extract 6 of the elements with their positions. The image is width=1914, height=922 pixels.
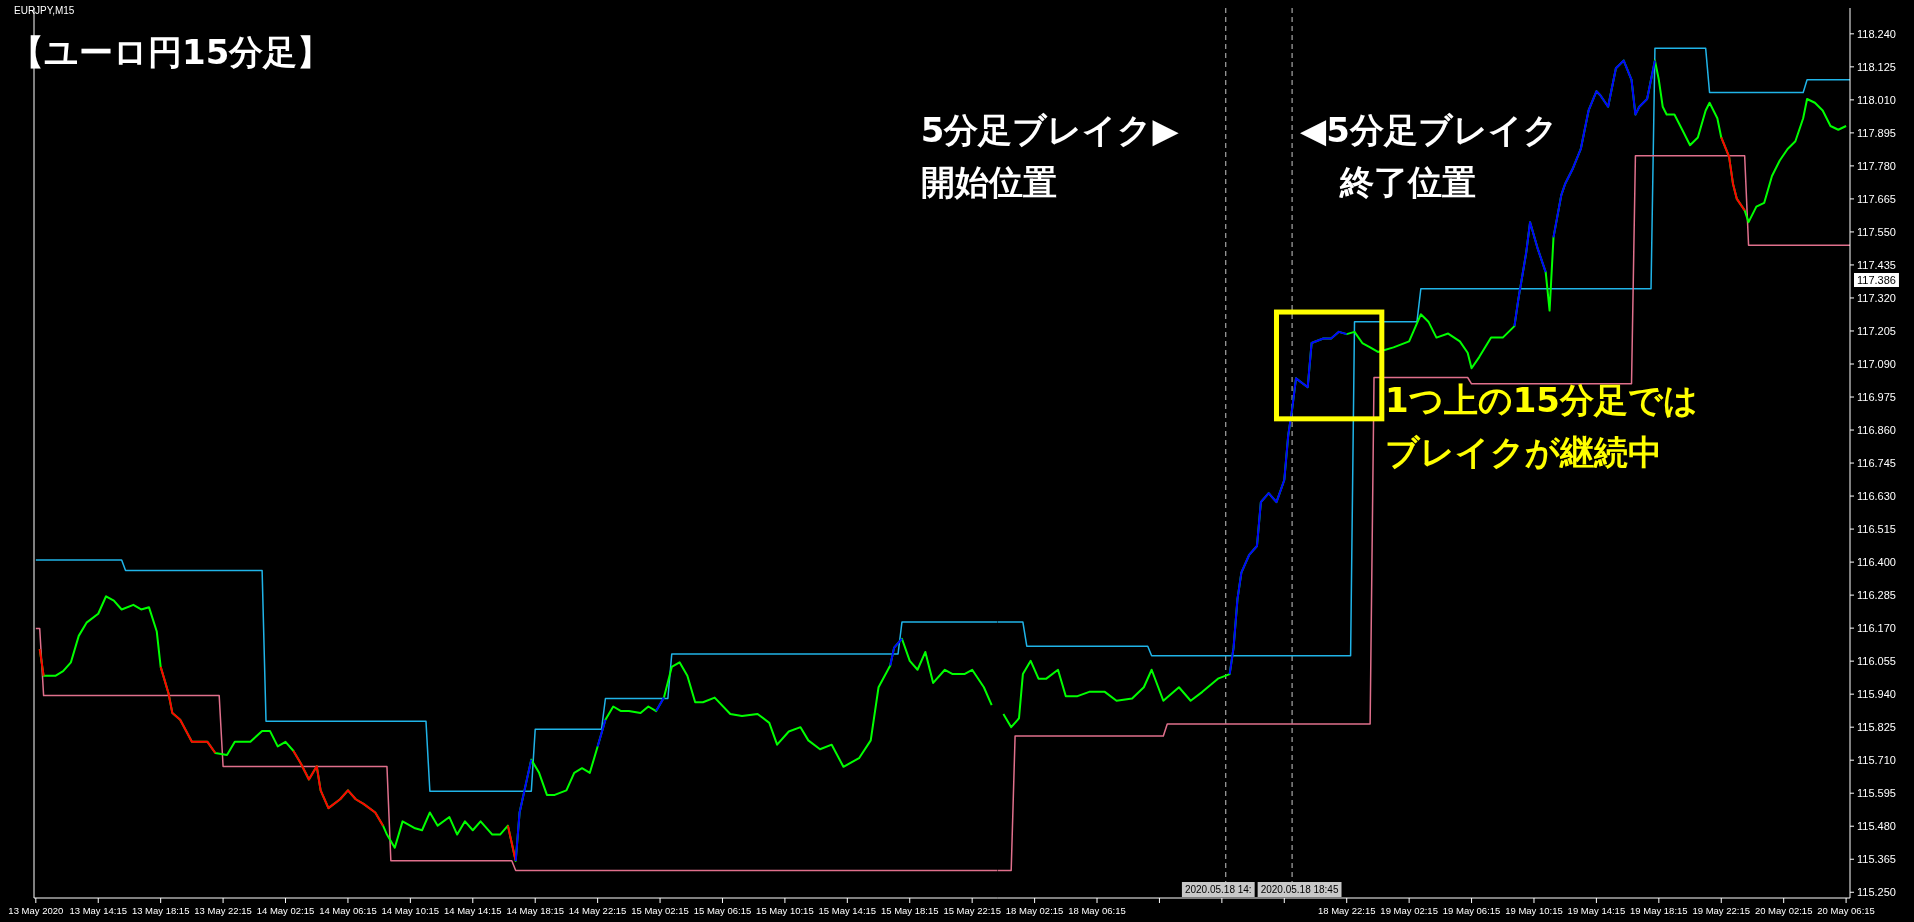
annotation: ◀5分足ブレイク終了位置 xyxy=(1300,110,1558,202)
title: 【ユーロ円15分足】 xyxy=(10,32,332,72)
annotation: 1つ上の15分足ではブレイクが継続中 xyxy=(1385,380,1698,472)
annotation: 117.386 xyxy=(1854,273,1899,287)
annotation: 5分足ブレイク▶開始位置 xyxy=(920,110,1179,202)
subtitle: EURJPY,M15 xyxy=(14,5,75,16)
